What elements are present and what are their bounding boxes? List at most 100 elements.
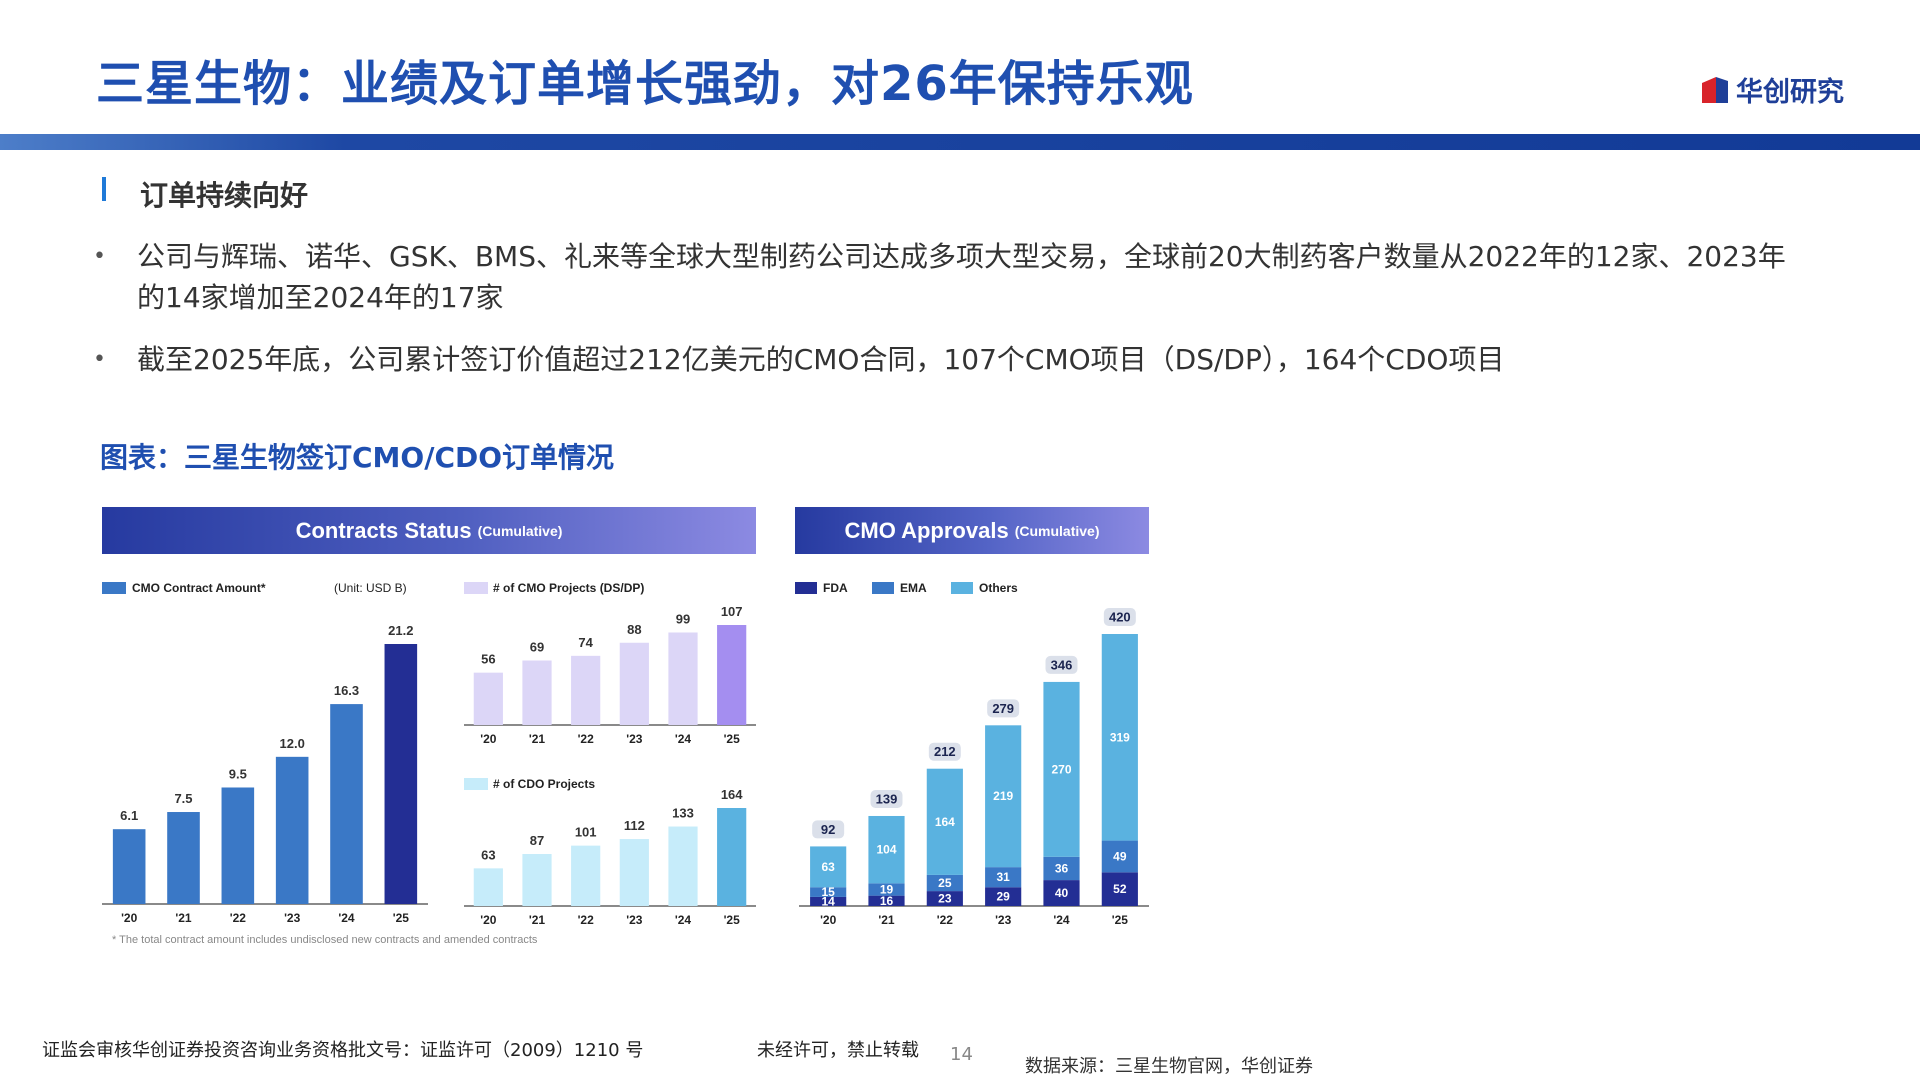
approvals-others-segment (868, 815, 905, 884)
contract-amount-bar (167, 812, 200, 904)
cdo-projects-value-label: 63 (481, 847, 495, 862)
panel-subtitle: (Cumulative) (1014, 522, 1100, 539)
cmo-approvals-header: CMO Approvals (Cumulative) (795, 507, 1149, 554)
footer-license: 证监会审核华创证券投资咨询业务资格批文号：证监许可（2009）1210 号 (42, 1040, 644, 1061)
approvals-ema-segment (810, 887, 847, 897)
contract-amount-tick-label: '24 (338, 911, 355, 925)
cmo-projects-value-label: 69 (530, 640, 544, 655)
approvals-tick-label: '24 (1053, 913, 1070, 927)
cmo-projects-bar (571, 655, 601, 725)
cmo-projects-value-label: 56 (481, 652, 495, 667)
contract-amount-bar (384, 644, 418, 904)
cmo-projects-tick-label: '24 (675, 732, 692, 746)
cmo-projects-bar (619, 642, 649, 725)
section-marker (102, 177, 106, 201)
approvals-fda-segment (810, 896, 847, 906)
approvals-tick-label: '25 (1112, 913, 1129, 927)
contract-amount-value-label: 12.0 (280, 736, 305, 751)
approvals-tick-label: '23 (995, 913, 1012, 927)
approvals-ema-value-label: 19 (880, 882, 894, 896)
approvals-others-value-label: 319 (1110, 730, 1130, 744)
cdo-projects-bar (668, 826, 698, 906)
approvals-ema-segment (1101, 840, 1138, 873)
cmo-projects-tick-label: '21 (529, 732, 546, 746)
cdo-projects-value-label: 133 (672, 806, 694, 821)
approvals-fda-value-label: 16 (880, 894, 894, 908)
approvals-fda-segment (1101, 872, 1138, 906)
approvals-total-pill (1103, 608, 1136, 626)
panel-title: CMO Approvals (844, 517, 1009, 543)
contract-amount-tick-label: '21 (175, 911, 192, 925)
logo-text: 华创研究 (1736, 77, 1844, 108)
panel-subtitle: (Cumulative) (477, 522, 563, 539)
contract-amount-value-label: 7.5 (174, 791, 192, 806)
contract-amount-bar (112, 829, 146, 904)
cmo-projects-tick-label: '22 (578, 732, 595, 746)
approvals-fda-segment (985, 887, 1022, 906)
cdo-projects-tick-label: '21 (529, 913, 546, 927)
cmo-projects-value-label: 107 (721, 604, 743, 619)
contract-amount-value-label: 21.2 (388, 623, 413, 638)
footer-copyright: 未经许可，禁止转载 (757, 1040, 919, 1061)
section-title: 订单持续向好 (140, 179, 309, 212)
fda-legend-label: FDA (823, 581, 848, 595)
bullet-dot: • (93, 347, 106, 372)
ema-legend-swatch (872, 582, 894, 594)
approvals-fda-value-label: 23 (938, 892, 952, 906)
approvals-others-segment (985, 725, 1022, 868)
cdo-projects-value-label: 164 (721, 787, 743, 802)
cdo-projects-tick-label: '24 (675, 913, 692, 927)
cmo-projects-value-label: 99 (676, 611, 690, 626)
approvals-fda-value-label: 40 (1055, 886, 1069, 900)
approvals-ema-segment (926, 874, 963, 892)
bullet-item-1: • 公司与辉瑞、诺华、GSK、BMS、礼来等全球大型制药公司达成多项大型交易，全… (93, 236, 1797, 318)
approvals-total-label: 346 (1051, 657, 1073, 672)
approvals-fda-segment (868, 895, 905, 906)
contract-amount-value-label: 16.3 (334, 683, 359, 698)
data-source: 数据来源：三星生物官网，华创证券 (1025, 1056, 1313, 1077)
cdo-projects-bar (571, 845, 601, 906)
approvals-ema-value-label: 49 (1113, 849, 1127, 863)
cmo-projects-bar (522, 660, 552, 725)
approvals-total-pill (928, 742, 961, 761)
approvals-ema-value-label: 15 (821, 885, 835, 899)
approvals-total-pill (812, 820, 845, 839)
approvals-total-pill (1045, 655, 1078, 674)
others-legend-swatch (951, 582, 973, 594)
approvals-others-segment (810, 846, 847, 888)
cdo-projects-tick-label: '25 (724, 913, 741, 927)
bullet-text: 公司与辉瑞、诺华、GSK、BMS、礼来等全球大型制药公司达成多项大型交易，全球前… (137, 240, 1786, 314)
approvals-total-label: 92 (821, 822, 835, 837)
page-number: 14 (950, 1044, 973, 1065)
approvals-ema-segment (868, 883, 905, 896)
approvals-others-value-label: 104 (876, 843, 896, 857)
approvals-total-label: 139 (876, 791, 898, 806)
approvals-fda-value-label: 29 (996, 890, 1010, 904)
brand-logo: 华创研究 (1700, 70, 1844, 109)
contract-amount-legend-swatch (102, 582, 126, 594)
page-title: 三星生物：业绩及订单增长强劲，对26年保持乐观 (96, 56, 1194, 112)
bullet-dot: • (93, 244, 106, 269)
approvals-others-segment (1101, 634, 1138, 841)
approvals-others-segment (1043, 681, 1080, 857)
fda-legend-swatch (795, 582, 817, 594)
cdo-projects-bar (522, 854, 552, 906)
approvals-ema-segment (1043, 856, 1080, 881)
approvals-total-label: 212 (934, 744, 956, 759)
chart-caption: 图表：三星生物签订CMO/CDO订单情况 (100, 441, 615, 474)
cdo-projects-bar (473, 868, 503, 906)
cmo-projects-legend-swatch (464, 582, 488, 594)
chart-footnote: * The total contract amount includes und… (112, 934, 538, 946)
approvals-fda-segment (926, 891, 963, 906)
approvals-others-value-label: 270 (1051, 762, 1071, 776)
approvals-total-pill (987, 699, 1020, 718)
approvals-total-label: 279 (992, 701, 1014, 716)
approvals-tick-label: '22 (937, 913, 954, 927)
cdo-projects-value-label: 101 (575, 825, 597, 840)
bullet-item-2: • 截至2025年底，公司累计签订价值超过212亿美元的CMO合同，107个CM… (93, 339, 1797, 380)
logo-icon (1702, 76, 1728, 103)
cdo-projects-legend-swatch (464, 778, 488, 790)
cmo-projects-value-label: 74 (578, 635, 593, 650)
cdo-projects-tick-label: '20 (480, 913, 497, 927)
